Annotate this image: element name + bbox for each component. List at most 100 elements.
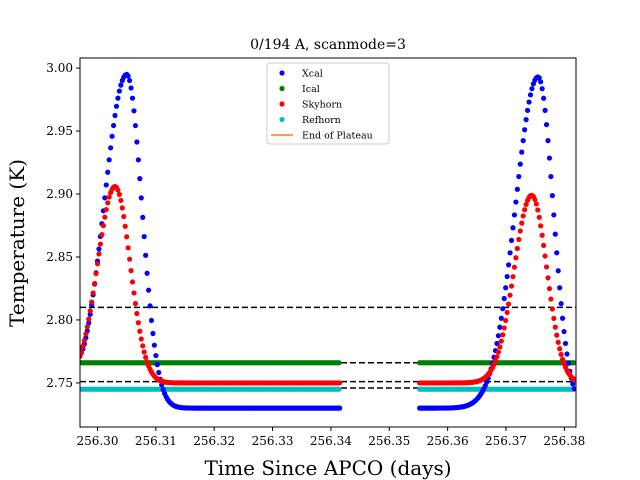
data-point (109, 133, 115, 139)
legend-box (266, 62, 390, 145)
data-point (91, 280, 98, 287)
data-point (96, 251, 102, 257)
data-point (555, 268, 561, 274)
legend-label: End of Plateau (302, 131, 373, 142)
legend-dot-marker (279, 85, 285, 92)
y-tick-label: 3.00 (46, 61, 73, 75)
data-point (500, 332, 506, 338)
data-point (557, 346, 563, 352)
data-point (497, 324, 503, 330)
data-point (336, 386, 342, 392)
data-point (132, 300, 139, 307)
data-point (115, 95, 121, 101)
data-point (137, 328, 143, 334)
data-point (143, 354, 149, 360)
data-point (545, 138, 551, 144)
x-axis: 256.30 256.31 256.32 256.33 256.34 256.35 256.… (77, 427, 585, 448)
data-point (571, 376, 576, 382)
data-point (80, 353, 83, 359)
data-point (144, 270, 150, 276)
data-point (520, 138, 526, 144)
data-point (97, 241, 104, 247)
data-point (552, 324, 558, 330)
data-point (337, 405, 343, 411)
data-point (116, 88, 122, 94)
data-point (548, 296, 554, 302)
data-point (90, 290, 96, 296)
legend-item: Ical (279, 84, 320, 95)
data-point (122, 223, 128, 229)
data-point (539, 86, 545, 92)
data-point (150, 330, 156, 337)
data-point (498, 315, 504, 321)
data-point (508, 283, 515, 289)
data-point (501, 325, 507, 331)
data-point (571, 360, 576, 366)
data-point (160, 386, 166, 393)
data-point (81, 337, 87, 344)
data-point (523, 201, 529, 208)
data-point (564, 351, 570, 357)
data-point (570, 381, 576, 387)
data-point (141, 349, 147, 355)
data-point (511, 212, 518, 218)
data-point (135, 157, 141, 163)
data-point (105, 200, 111, 206)
data-point (135, 320, 141, 326)
legend-item: Xcal (279, 69, 323, 80)
data-point (128, 85, 134, 91)
data-point (134, 139, 140, 145)
data-point (538, 79, 544, 85)
data-point (132, 122, 139, 129)
data-point (517, 161, 523, 167)
data-point (99, 232, 105, 238)
data-point (125, 73, 131, 79)
data-point (108, 145, 114, 151)
legend-item: Refhorn (279, 115, 341, 126)
data-point (86, 316, 92, 322)
data-point (565, 360, 572, 366)
data-point (106, 157, 112, 163)
data-point (554, 332, 560, 338)
data-point (153, 352, 159, 359)
data-point (93, 271, 99, 277)
data-point (519, 220, 525, 226)
y-tick-label: 2.90 (46, 187, 73, 201)
data-point (131, 290, 137, 296)
data-point (506, 262, 512, 268)
data-point (84, 324, 90, 330)
legend-item: End of Plateau (271, 131, 373, 142)
data-point (541, 242, 547, 249)
data-point (543, 264, 550, 270)
data-point (89, 299, 95, 305)
data-point (539, 232, 545, 238)
x-tick-label: 256.30 (77, 434, 119, 448)
data-point (516, 236, 522, 243)
data-point (523, 117, 529, 123)
data-point (145, 287, 152, 293)
data-point (138, 336, 144, 342)
plot-frame (79, 57, 577, 428)
data-point (497, 344, 503, 350)
data-point (522, 127, 528, 133)
data-point (102, 195, 108, 201)
data-point (128, 268, 134, 274)
data-point (140, 343, 146, 349)
legend: Xcal Ical Skyhorn Refhorn End of Plateau (266, 62, 390, 145)
legend-dot-marker (279, 70, 285, 76)
data-point (522, 207, 528, 213)
data-point (554, 250, 560, 256)
data-point (131, 108, 137, 114)
data-point (520, 213, 526, 219)
data-point (87, 308, 93, 314)
data-point (140, 214, 146, 220)
data-point (492, 358, 499, 364)
x-axis-label: Time Since APCO (days) (204, 456, 451, 480)
data-point (514, 186, 520, 192)
y-tick-label: 2.95 (46, 124, 73, 138)
data-point (519, 149, 525, 155)
data-point (543, 121, 550, 128)
y-tick-label: 2.80 (46, 313, 73, 327)
data-point (513, 255, 519, 261)
